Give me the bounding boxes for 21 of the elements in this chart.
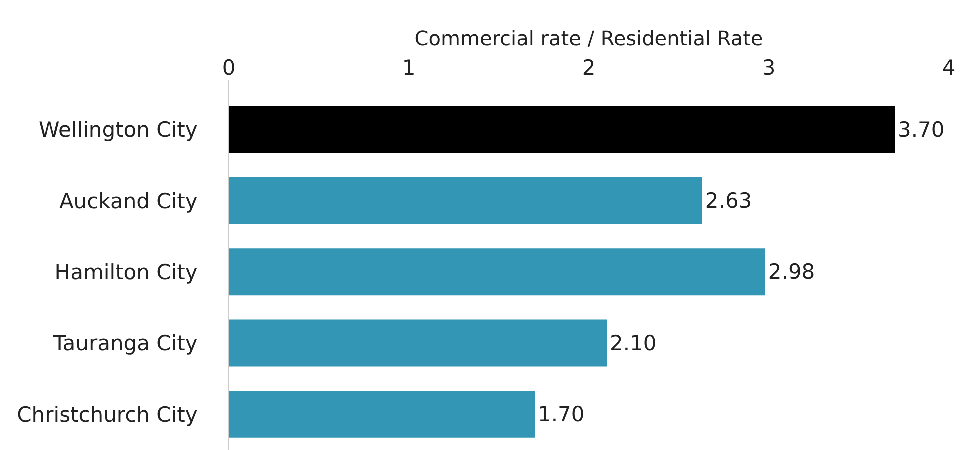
y-tick-label: Auckand City (59, 189, 198, 214)
bar (229, 320, 607, 367)
data-label: 2.10 (610, 331, 657, 356)
y-tick-label: Hamilton City (54, 260, 198, 284)
x-tick-label: 0 (222, 56, 236, 80)
x-axis-title: Commercial rate / Residential Rate (414, 26, 764, 50)
y-tick-label: Wellington City (38, 118, 198, 142)
y-tick-label: Tauranga City (52, 332, 198, 356)
y-tick-label: Christchurch City (17, 402, 198, 427)
x-tick-label: 1 (402, 56, 416, 80)
data-label: 3.70 (898, 118, 945, 142)
bar (229, 390, 535, 438)
x-tick-label: 3 (762, 56, 776, 80)
bar (229, 106, 895, 154)
x-tick-label: 4 (942, 56, 956, 80)
data-label: 1.70 (538, 402, 585, 426)
bar (229, 248, 766, 296)
data-label: 2.98 (768, 260, 816, 284)
bar (229, 177, 702, 224)
data-label: 2.63 (705, 188, 752, 213)
x-tick-label: 2 (582, 56, 596, 80)
